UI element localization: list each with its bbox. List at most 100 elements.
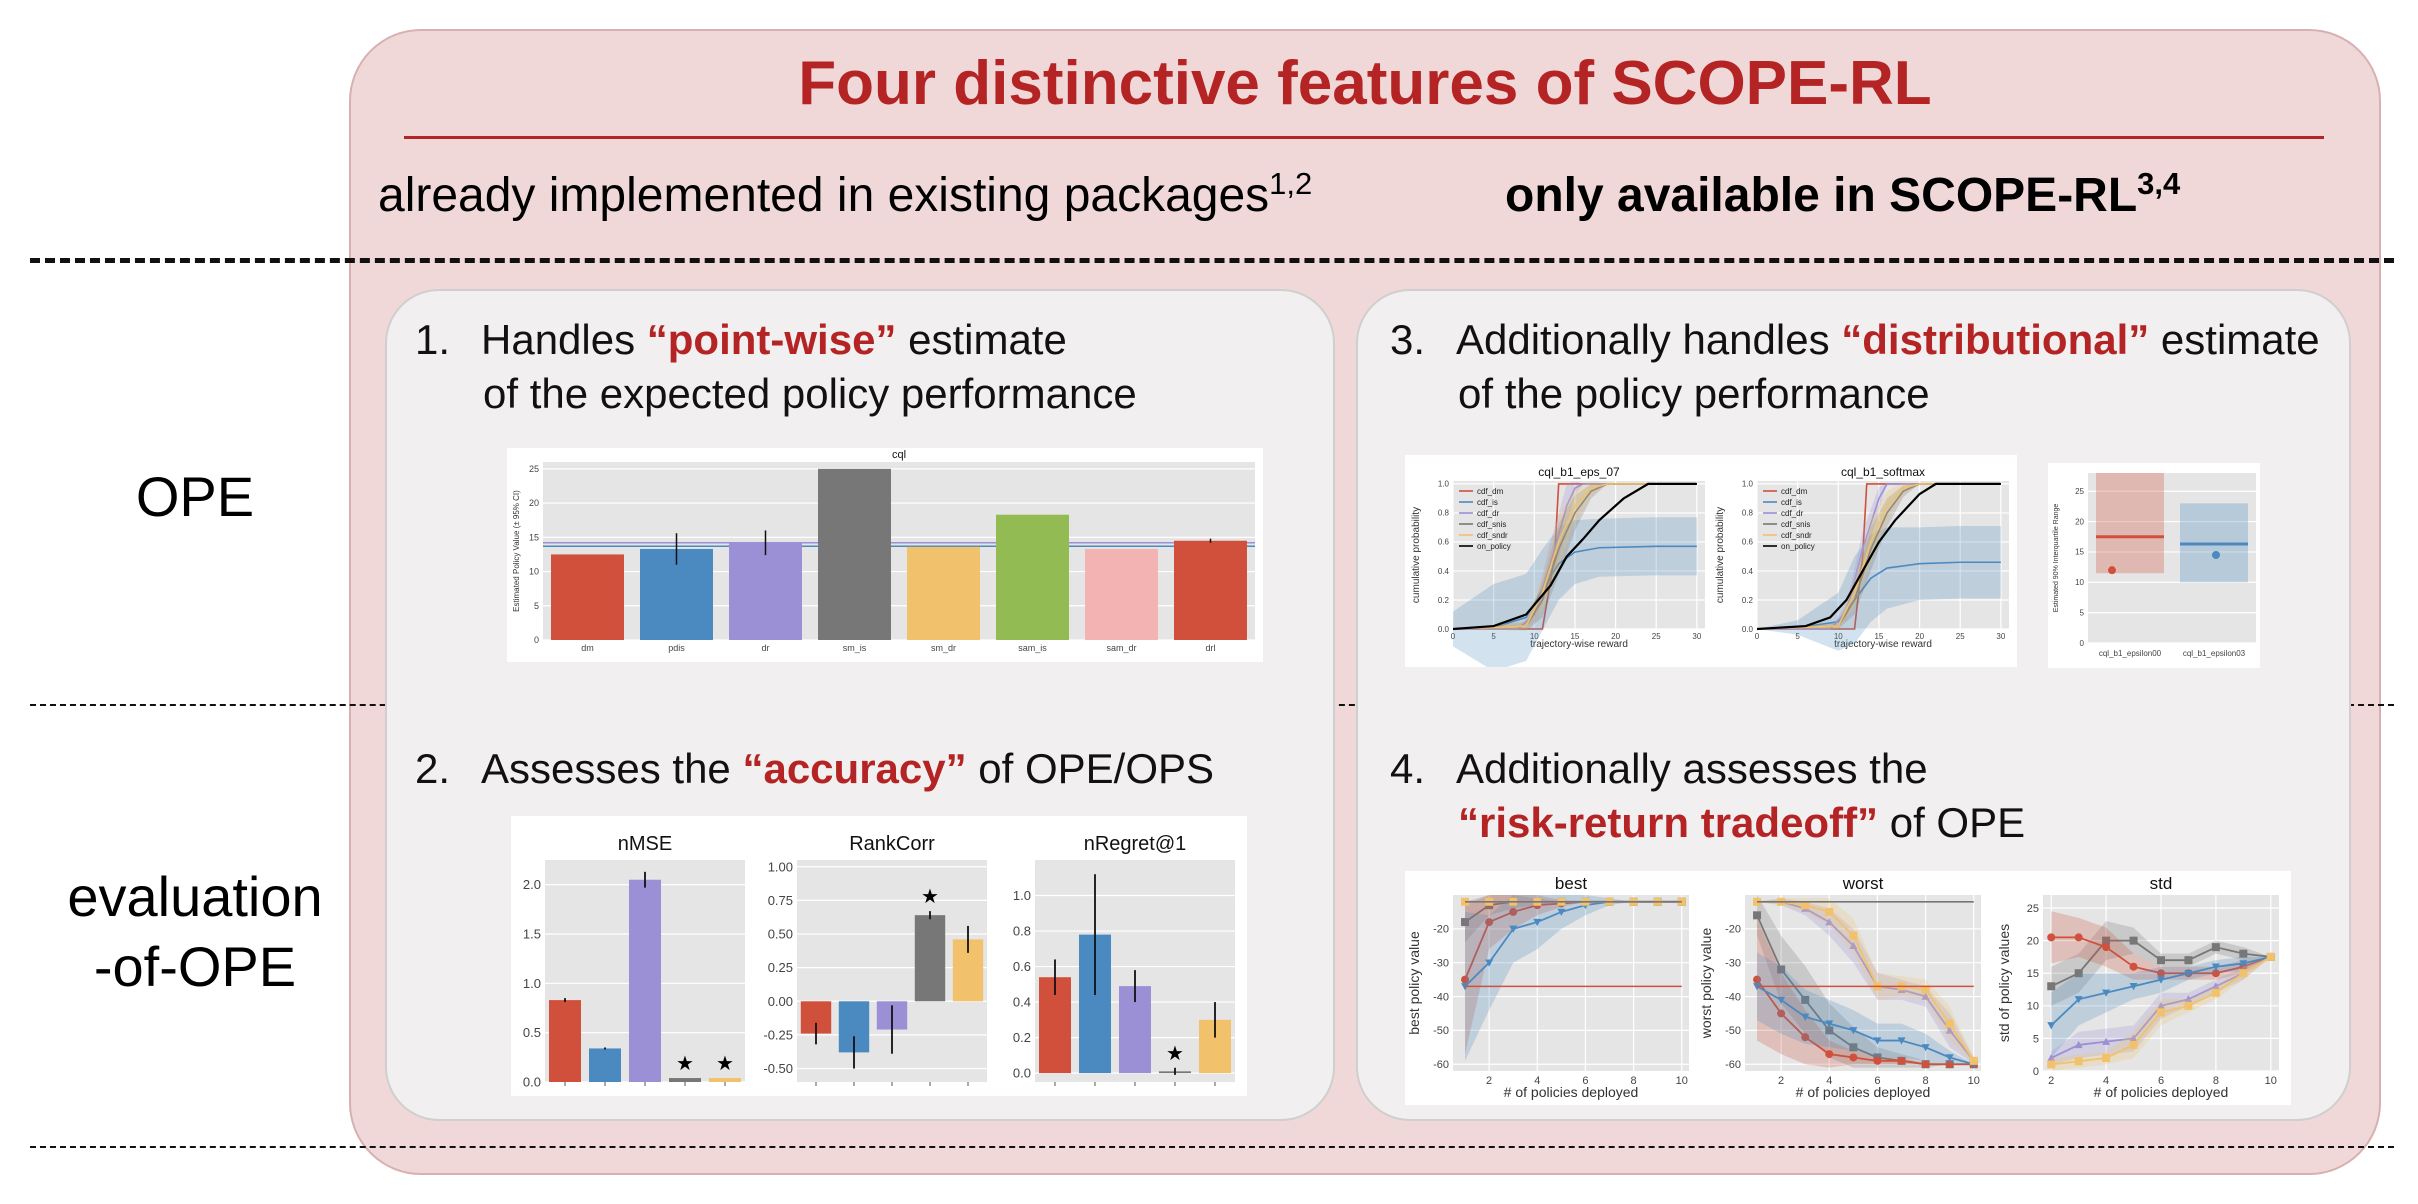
data-point: [1485, 959, 1494, 967]
legend-label: cdf_dm: [1781, 487, 1808, 496]
y-tick-label: 2.0: [523, 877, 541, 892]
y-tick-label: 15: [2075, 548, 2084, 557]
data-point: [1945, 1019, 1954, 1028]
data-point: [1825, 907, 1834, 916]
data-point: [2129, 1034, 2138, 1042]
data-point: [1777, 996, 1786, 1004]
chart-title: cql_b1_eps_07: [1538, 465, 1620, 479]
accuracy-charts: 0.0 0.5 1.0 1.5 2.0 nMSE ★ ★ -0.50 -0.25 0.00 0.25 0…: [511, 816, 1247, 1096]
y-tick-label: 0.6: [1438, 538, 1450, 547]
plot-area: [1453, 481, 1705, 629]
data-point: [1461, 897, 1470, 906]
legend-label: cdf_dr: [1477, 509, 1500, 518]
x-tick-label: cql_b1_epsilon00: [2099, 649, 2162, 658]
series-line: [1452, 483, 1697, 630]
bottom-divider: [30, 1146, 2394, 1148]
y-tick-label: 5: [2033, 1033, 2039, 1045]
x-tick-label: 25: [1956, 632, 1965, 641]
data-point: [2129, 962, 2138, 971]
data-point: [2129, 983, 2138, 991]
series-line: [1452, 545, 1697, 630]
bar: [549, 1000, 581, 1082]
confidence-band: [1757, 895, 1974, 1068]
chart-title: std: [2150, 874, 2173, 893]
data-point: [2102, 1037, 2111, 1045]
y-axis-label: Estimated Policy Value (± 95% CI): [512, 490, 521, 612]
y-tick-label: 15: [529, 532, 539, 542]
x-tick-label: 2: [1778, 1075, 1784, 1087]
y-tick-label: -20: [1725, 924, 1741, 936]
data-point: [1461, 975, 1470, 984]
x-axis-label: # of policies deployed: [1504, 1084, 1639, 1100]
bar: [907, 546, 980, 640]
data-point: [2211, 963, 2220, 971]
legend-label: cdf_dr: [1781, 509, 1804, 518]
data-point: [2074, 996, 2083, 1004]
bar: [818, 468, 891, 640]
data-point: [2184, 970, 2193, 978]
confidence-band: [1465, 895, 1682, 1061]
y-tick-label: 0.4: [1438, 567, 1450, 576]
y-tick-label: 0.0: [1438, 625, 1450, 634]
y-tick-label: 0.2: [1438, 596, 1450, 605]
best-marker-star: ★: [1166, 1043, 1184, 1065]
data-point: [1849, 931, 1858, 940]
series-line: [1757, 900, 1975, 1062]
row-label-ope: OPE: [135, 465, 255, 528]
data-point: [2047, 1060, 2056, 1069]
x-tick-label: drl: [1205, 643, 1215, 653]
y-axis-label: Estimated 90% Interquartile Range: [2053, 504, 2060, 613]
x-tick-label: 30: [1996, 632, 2005, 641]
data-point: [2129, 1040, 2138, 1049]
y-tick-label: 0.75: [768, 893, 793, 908]
x-tick-label: 2: [1486, 1075, 1492, 1087]
data-point: [1945, 1026, 1954, 1034]
confidence-band: [1465, 895, 1682, 1055]
data-point: [2074, 1057, 2083, 1066]
data-point: [1921, 985, 1930, 994]
data-point: [2211, 982, 2220, 990]
data-point: [2211, 969, 2220, 978]
chart-title: nMSE: [618, 833, 672, 855]
data-point: [2184, 1001, 2193, 1010]
y-tick-label: 1.0: [523, 976, 541, 991]
x-tick-label: 8: [1923, 1075, 1929, 1087]
confidence-band: [1757, 918, 1974, 1068]
x-tick-label: sam_is: [1018, 643, 1047, 653]
title-underline: [404, 136, 2324, 139]
legend-label: cdf_snis: [1477, 520, 1506, 529]
y-tick-label: 0.0: [1742, 625, 1754, 634]
data-point: [1897, 1056, 1906, 1065]
y-tick-label: 1.5: [523, 927, 541, 942]
data-point: [2102, 989, 2111, 997]
confidence-band: [1453, 517, 1697, 672]
y-tick-label: 0.4: [1742, 567, 1754, 576]
legend-label: on_policy: [1477, 542, 1511, 551]
data-point: [2157, 956, 2165, 965]
data-point: [1921, 992, 1930, 1000]
y-tick-label: 0.8: [1742, 509, 1754, 518]
data-point: [1753, 975, 1762, 984]
row-label-evaluation-of-ope: evaluation -of-OPE: [67, 865, 323, 998]
data-point: [1801, 901, 1810, 910]
x-tick-label: 10: [1530, 632, 1539, 641]
data-point: [2212, 550, 2220, 559]
left-column-header: already implemented in existing packages…: [378, 166, 1313, 222]
bar: [1174, 540, 1247, 640]
data-point: [1801, 1033, 1810, 1042]
iqr-chart: 0 5 10 15 20 25 Estimated 90% Interquartile Ra…: [2048, 463, 2260, 668]
data-point: [1485, 918, 1494, 927]
x-tick-label: sm_dr: [931, 643, 956, 653]
data-point: [1945, 1054, 1954, 1062]
chart-title: worst: [1842, 874, 1884, 893]
data-point: [1533, 918, 1542, 927]
confidence-band: [2051, 956, 2271, 1058]
data-point: [2266, 952, 2275, 961]
y-tick-label: 10: [2075, 578, 2084, 587]
x-tick-label: 30: [1692, 632, 1701, 641]
x-tick-label: 5: [1491, 632, 1496, 641]
x-axis-label: trajectory-wise reward: [1530, 639, 1628, 650]
x-axis-label: trajectory-wise reward: [1834, 639, 1932, 650]
y-tick-label: -20: [1433, 924, 1449, 936]
x-tick-label: dm: [581, 643, 594, 653]
